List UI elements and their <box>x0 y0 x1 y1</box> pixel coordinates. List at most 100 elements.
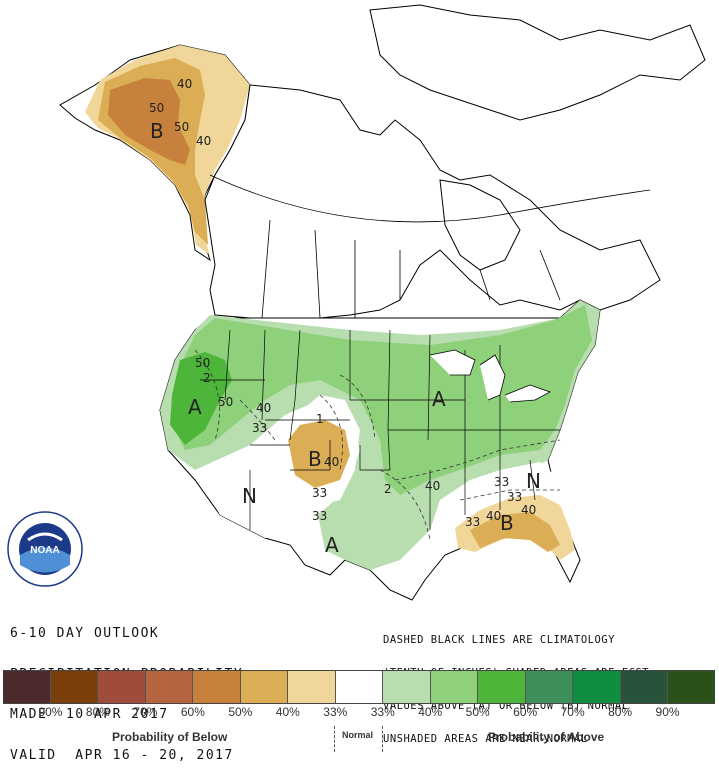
alaska-label-40-top: 40 <box>177 77 192 91</box>
legend-tick: 40% <box>240 705 300 719</box>
legend-swatch <box>145 671 194 703</box>
west-above-60 <box>170 352 232 445</box>
legend-above-label: Probability of Above <box>488 730 605 744</box>
arctic-islands <box>369 4 706 121</box>
legend-tick: 33% <box>288 705 347 719</box>
legend-tick-label: 40% <box>418 705 443 719</box>
legend-tick-label: 33% <box>323 705 348 719</box>
legend-swatch <box>383 671 431 703</box>
legend-ticks: 90% 80% 70% 60% 50% 40% 33% 33% 40% 50% 60% 70% 80% 9… <box>3 705 715 719</box>
legend-tick-label: 90% <box>655 705 680 719</box>
sw-label-n: N <box>242 484 257 508</box>
se-label-40-left: 40 <box>486 509 501 523</box>
west-label-a: A <box>188 395 202 419</box>
west-label-50-top: 50 <box>195 356 210 370</box>
legend-separator-left <box>334 726 335 752</box>
west-label-50-right: 50 <box>218 395 233 409</box>
se-label-33-a: 33 <box>494 475 509 489</box>
alaska-label-50-left: 50 <box>149 101 164 115</box>
legend-swatch <box>50 671 99 703</box>
se-label-33-b: 33 <box>507 490 522 504</box>
central-label-2: 2 <box>384 482 392 496</box>
legend-swatch <box>240 671 289 703</box>
notes-line-1: DASHED BLACK LINES ARE CLIMATOLOGY <box>383 634 615 646</box>
legend-swatch <box>288 671 336 703</box>
outlook-title: 6-10 DAY OUTLOOK <box>10 626 160 641</box>
rockies-label-b: B <box>308 447 322 471</box>
noaa-logo-text: NOAA <box>30 545 59 556</box>
legend-tick: 50% <box>430 705 490 719</box>
legend-tick: 90% <box>620 705 680 719</box>
legend-tick-label: 40% <box>275 705 300 719</box>
texas-label-a: A <box>325 533 339 557</box>
legend-swatch <box>3 671 51 703</box>
probability-legend: 90% 80% 70% 60% 50% 40% 33% 33% 40% 50% 60% 70% 80% 9… <box>0 670 719 759</box>
precipitation-outlook-map: 40 50 B 50 40 50 2 A 50 40 33 1 B 40 33 … <box>59 4 706 601</box>
legend-swatch <box>620 671 669 703</box>
legend-tick-label: 70% <box>560 705 585 719</box>
legend-separator-right <box>382 726 383 752</box>
legend-swatch <box>193 671 241 703</box>
legend-swatch <box>335 671 384 703</box>
legend-tick-label: 50% <box>228 705 253 719</box>
se-label-b: B <box>500 511 514 535</box>
notes-line-4: UNSHADED AREAS ARE NEAR-NORMAL <box>383 733 588 745</box>
se-label-40-right: 40 <box>521 503 536 517</box>
legend-tick: 80% <box>573 705 632 719</box>
rockies-label-33-low: 33 <box>312 509 327 523</box>
province-lines <box>261 219 561 319</box>
hudson-bay <box>439 179 521 271</box>
rockies-label-1: 1 <box>316 412 324 426</box>
legend-tick: 70% <box>525 705 585 719</box>
noaa-logo: NOAA <box>7 511 83 587</box>
legend-tick: 50% <box>193 705 252 719</box>
legend-tick: 60% <box>478 705 537 719</box>
alaska-below-60 <box>108 78 190 165</box>
legend-tick-label: 60% <box>180 705 205 719</box>
outlook-made-date: MADE 10 APR 2017 <box>10 707 169 722</box>
canada-outline <box>204 84 661 321</box>
legend-tick: 90% <box>3 705 62 719</box>
legend-tick: 60% <box>145 705 205 719</box>
se-label-n: N <box>526 469 541 493</box>
legend-below-label: Probability of Below <box>112 730 228 744</box>
legend-swatch <box>525 671 574 703</box>
central-label-40: 40 <box>425 479 440 493</box>
legend-tick-label: 50% <box>465 705 490 719</box>
arctic-circle <box>209 174 651 223</box>
legend-tick-label: 90% <box>38 705 63 719</box>
legend-swatch <box>98 671 146 703</box>
rockies-below-40 <box>288 420 350 488</box>
legend-tick-label: 80% <box>85 705 110 719</box>
legend-tick-label: 70% <box>133 705 158 719</box>
west-label-33: 33 <box>252 421 267 435</box>
great-lakes <box>429 349 551 403</box>
legend-swatch <box>668 671 715 703</box>
central-label-a: A <box>432 387 446 411</box>
legend-tick: 40% <box>383 705 442 719</box>
legend-swatch <box>478 671 526 703</box>
legend-tick-label: 33% <box>370 705 395 719</box>
legend-swatch <box>573 671 621 703</box>
se-below-40 <box>470 512 560 552</box>
alaska-label-50-right: 50 <box>174 120 189 134</box>
west-label-40: 40 <box>256 401 271 415</box>
climatology-lines <box>194 349 561 541</box>
legend-tick: 80% <box>50 705 110 719</box>
state-lines <box>200 329 560 530</box>
legend-tick: 70% <box>98 705 157 719</box>
legend-swatch <box>430 671 479 703</box>
legend-normal-label: Normal <box>342 730 374 740</box>
notes-line-3: VALUES ABOVE (A) OR BELOW (B) NORMAL <box>383 700 629 712</box>
legend-tick-label: 80% <box>608 705 633 719</box>
alaska-label-b: B <box>150 119 164 143</box>
se-label-33-c: 33 <box>465 515 480 529</box>
legend-tick: 33% <box>335 705 395 719</box>
legend-tick-label: 60% <box>513 705 538 719</box>
legend-color-bar <box>3 670 715 704</box>
rockies-label-33-mid: 33 <box>312 486 327 500</box>
alaska-label-40-right: 40 <box>196 134 211 148</box>
west-label-2: 2 <box>203 371 211 385</box>
rockies-label-40: 40 <box>324 455 339 469</box>
outlook-valid-range: VALID APR 16 - 20, 2017 <box>10 747 234 763</box>
